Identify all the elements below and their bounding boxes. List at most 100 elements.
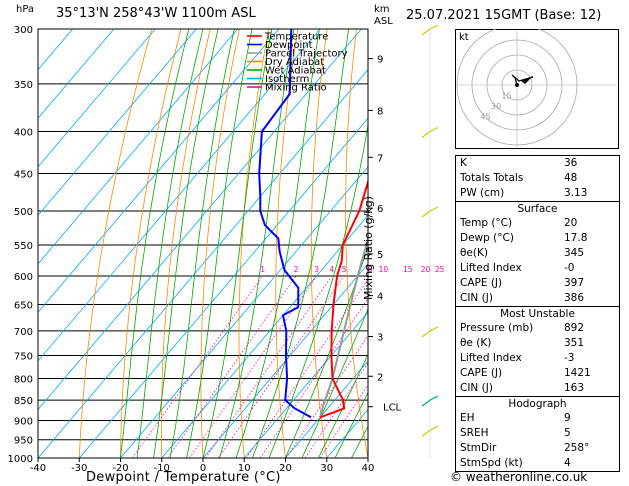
row-label: θe(K): [460, 247, 488, 259]
row-label: K: [460, 157, 467, 169]
mixing-ratio-line: [285, 334, 368, 458]
mixing-ratio-label: 1: [260, 265, 265, 274]
x-tick-label: -20: [112, 463, 128, 474]
wind-barb-icon: [421, 326, 439, 338]
row-label: θe (K): [460, 337, 492, 349]
pressure-tick-label: 450: [14, 169, 33, 180]
wind-barb-icon: [421, 24, 439, 36]
row-label: StmSpd (kt): [460, 457, 523, 469]
dry-adiabat: [379, 29, 409, 458]
wet-adiabat: [202, 29, 273, 458]
hodograph-origin: [515, 83, 519, 87]
pressure-tick-label: 850: [14, 396, 33, 407]
copyright-notice: © weatheronline.co.uk: [450, 470, 588, 484]
table-row: Totals Totals 48: [456, 171, 619, 186]
isotherm: [78, 117, 368, 458]
row-value: 3.13: [564, 187, 588, 199]
row-value: 892: [564, 322, 585, 334]
hodograph-ring-label: 15: [501, 92, 511, 101]
wet-adiabat: [252, 29, 349, 458]
x-tick-label: 20: [279, 463, 292, 474]
isotherm: [38, 29, 280, 314]
km-tick-label: 6: [377, 204, 383, 215]
hodograph-ring-label: 45: [480, 113, 490, 122]
row-label: Lifted Index: [460, 262, 522, 274]
x-axis-label: Dewpoint / Temperature (°C): [86, 470, 281, 485]
hodograph-unit: kt: [459, 32, 469, 43]
isotherm: [38, 29, 73, 71]
row-label: Dewp (°C): [460, 232, 514, 244]
table-row: Pressure (mb) 892: [456, 321, 619, 336]
row-label: StmDir: [460, 442, 497, 454]
pressure-tick-label: 950: [14, 436, 33, 447]
wet-adiabat: [120, 29, 190, 458]
mixing-ratio-label: 15: [403, 265, 413, 274]
row-label: Pressure (mb): [460, 322, 534, 334]
mixing-ratio-label: 4: [329, 265, 334, 274]
sounding-indices-table: K 36 Totals Totals 48 PW (cm) 3.13 Surface Te…: [455, 155, 620, 472]
row-value: 345: [564, 247, 585, 259]
sounding-profiles: [258, 29, 368, 419]
row-value: 36: [564, 157, 578, 169]
row-label: Temp (°C): [460, 217, 513, 229]
dry-adiabat: [120, 29, 182, 458]
row-label: SREH: [460, 427, 489, 439]
wet-adiabat: [186, 29, 253, 458]
x-tick-label: -30: [71, 463, 87, 474]
wet-adiabat: [318, 353, 368, 458]
legend-label: Parcel Trajectory: [265, 49, 348, 60]
storm-motion-arrow-icon: [521, 76, 533, 84]
isotherm: [38, 29, 197, 216]
row-label: EH: [460, 412, 475, 424]
mixing-ratio-label: 5: [342, 265, 347, 274]
table-row: CIN (J) 163: [456, 381, 619, 396]
km-tick-label: 4: [377, 292, 383, 303]
pressure-tick-label: 550: [14, 241, 33, 252]
mixing-ratio-line: [205, 275, 333, 458]
section-title: Surface: [517, 203, 558, 215]
wet-adiabat: [301, 308, 368, 458]
row-value: 386: [564, 292, 585, 304]
dry-adiabat: [411, 29, 450, 458]
location-title: 35°13'N 258°43'W 1100m ASL: [56, 6, 256, 21]
pressure-tick-label: 500: [14, 207, 33, 218]
km-tick-label: LCL: [383, 403, 402, 414]
isotherm: [202, 263, 368, 458]
mixing-ratio-label: 25: [435, 265, 445, 274]
wind-barb-icon: [421, 206, 439, 218]
hodograph-section: Hodograph EH 9 SREH 5 StmDir 258° StmSpd (kt) 4: [456, 396, 619, 471]
row-value: 20: [564, 217, 578, 229]
mixing-ratio-label: 10: [379, 265, 389, 274]
row-value: -3: [564, 352, 575, 364]
x-tick-label: 40: [362, 463, 375, 474]
mixing-ratio-line: [304, 362, 368, 458]
surface-section: Surface Temp (°C) 20 Dewp (°C) 17.8 θe(K) 345…: [456, 201, 619, 306]
legend-label: Dewpoint: [265, 40, 313, 51]
table-row: Lifted Index -0: [456, 261, 619, 276]
table-row: CAPE (J) 397: [456, 276, 619, 291]
pressure-tick-label: 400: [14, 128, 33, 139]
row-label: PW (cm): [460, 187, 505, 199]
row-value: 48: [564, 172, 578, 184]
x-tick-label: -10: [154, 463, 170, 474]
km-tick-label: 3: [377, 332, 383, 343]
dry-adiabat: [620, 29, 629, 458]
legend-label: Isotherm: [265, 74, 309, 85]
wet-adiabat: [235, 29, 320, 458]
most-unstable-section: Most Unstable Pressure (mb) 892 θe (K) 351 L…: [456, 306, 619, 396]
hodograph-ring-label: 30: [491, 102, 501, 111]
legend-label: Mixing Ratio: [265, 83, 327, 94]
mixing-ratio-axis-label: Mixing Ratio (g/kg): [362, 196, 375, 300]
dewpoint-line: [258, 29, 312, 419]
row-value: 9: [564, 412, 571, 424]
row-label: Totals Totals: [460, 172, 524, 184]
pressure-tick-label: 800: [14, 374, 33, 385]
isotherm: [243, 311, 368, 458]
table-row: θe (K) 351: [456, 336, 619, 351]
section-title: Most Unstable: [500, 308, 575, 320]
legend-label: Temperature: [264, 32, 328, 43]
table-row: θe(K) 345: [456, 246, 619, 261]
isotherm: [38, 29, 362, 411]
